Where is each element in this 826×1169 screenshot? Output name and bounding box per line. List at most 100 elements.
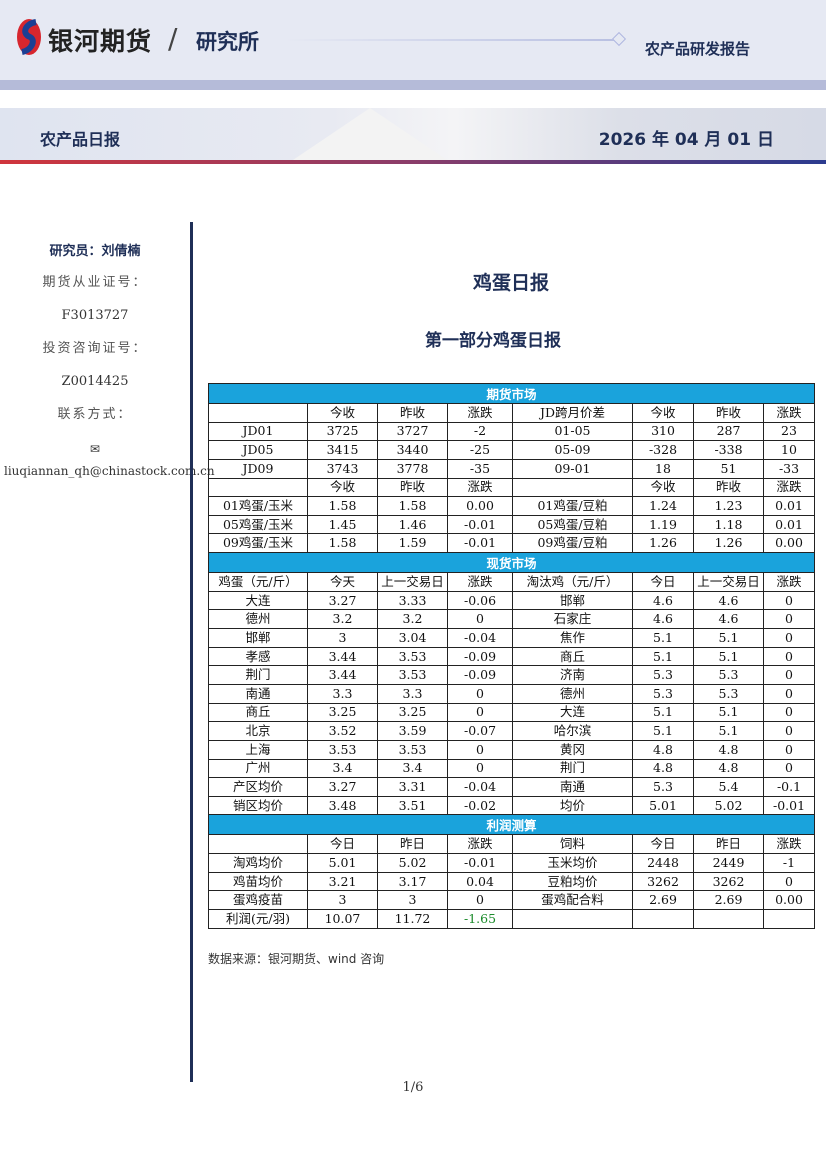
table-cell: 05鸡蛋/豆粕 [512,514,633,535]
table-cell: 0.00 [447,496,513,516]
contact-label: 联系方式： [57,407,133,422]
page-number: 1/6 [402,1080,424,1095]
table-cell: -328 [632,440,694,460]
table-cell: 01鸡蛋/豆粕 [512,496,633,516]
table-cell: 3 [377,890,448,911]
table-cell: 荆门 [512,758,633,779]
table-cell: 销区均价 [208,795,308,816]
table-cell: 10.07 [307,909,378,929]
table-row: 北京 3.52 3.59 -0.07 哈尔滨 5.1 5.1 0 [208,721,816,741]
table-row: 01鸡蛋/玉米 1.58 1.58 0.00 01鸡蛋/豆粕 1.24 1.23 0.01 [208,496,816,516]
table-cell: 0 [762,739,816,760]
table-cell: 0 [762,758,816,779]
table-cell: 1.26 [632,533,694,554]
section-title: 第一部分鸡蛋日报 [425,331,561,351]
table-cell: 利润(元/羽) [208,909,308,929]
table-cell: 5.1 [693,702,764,723]
section-header: 期货市场 [207,383,816,404]
table-cell: 上一交易日 [693,572,764,592]
table-row: 孝感 3.44 3.53 -0.09 商丘 5.1 5.1 0 [208,646,816,667]
table-cell: 5.1 [632,628,694,648]
divider-slash: / [168,22,178,55]
table-cell: 3.21 [307,871,378,892]
table-cell: 昨收 [377,403,448,423]
table-cell: 2448 [632,853,694,873]
email-link[interactable]: ✉liuqiannan_qh@chinastock.com.cn [4,442,215,478]
table-cell: -35 [447,458,513,479]
table-cell [512,909,633,929]
table-cell: 3.4 [377,758,448,779]
table-cell: -2 [447,421,513,442]
license-number: F3013727 [61,308,129,323]
table-cell: 今收 [307,477,378,498]
table-cell: 商丘 [208,702,308,723]
table-cell: 1.45 [307,514,378,535]
table-cell: 孝感 [208,646,308,667]
sidebar: 研究员：刘倩楠 期货从业证号： F3013727 投资咨询证号： Z001442… [0,240,215,482]
table-cell: JD09 [208,458,308,479]
table-cell: 淘汰鸡（元/斤） [512,572,633,592]
section-header: 利润测算 [207,814,816,836]
table-cell: 0 [447,758,513,779]
table-cell: 今日 [632,572,694,592]
table-cell: 大连 [208,590,308,611]
table-cell: 黄冈 [512,739,633,760]
table-cell: 3.3 [307,683,378,704]
table-cell: 3.25 [377,702,448,723]
table-cell: 哈尔滨 [512,721,633,741]
table-cell: 310 [632,421,694,442]
table-cell: 1.23 [693,496,764,516]
table-cell: 0 [447,609,513,630]
table-row: 产区均价 3.27 3.31 -0.04 南通 5.3 5.4 -0.1 [208,777,816,797]
table-cell: 今收 [632,477,694,498]
table-cell: 涨跌 [447,403,513,423]
table-cell: 0.04 [447,871,513,892]
table-cell: 3.52 [307,721,378,741]
table-cell: 1.19 [632,514,694,535]
data-source: 数据来源：银河期货、wind 咨询 [208,952,385,966]
table-cell: 2.69 [632,890,694,911]
table-cell: 南通 [512,777,633,797]
table-cell: 09-01 [512,458,633,479]
table-cell: 淘鸡均价 [208,853,308,873]
table-cell: 5.02 [377,853,448,873]
table-cell: 0 [447,702,513,723]
brand-name: 银河期货 [48,27,153,56]
table-cell: 3.33 [377,590,448,611]
table-cell: 3 [307,628,378,648]
table-cell: 3.27 [307,777,378,797]
diamond-icon [611,31,627,47]
table-cell: 商丘 [512,646,633,667]
title-bar-underline [0,160,826,164]
table-cell: 今日 [307,834,378,855]
table-cell: 4.8 [632,758,694,779]
table-cell: 荆门 [208,665,308,685]
table-cell: 5.1 [693,646,764,667]
table-cell: 3778 [377,458,448,479]
table-row: 鸡苗均价 3.21 3.17 0.04 豆粕均价 3262 3262 0 [208,871,816,892]
table-cell: 蛋鸡配合料 [512,890,633,911]
table-cell: 玉米均价 [512,853,633,873]
daily-label: 农产品日报 [40,130,121,149]
table-cell: 广州 [208,758,308,779]
table-cell: 均价 [512,795,633,816]
table-cell: 4.8 [693,758,764,779]
table-row: 商丘 3.25 3.25 0 大连 5.1 5.1 0 [208,702,816,723]
table-cell: 3.4 [307,758,378,779]
decor-line [285,39,615,41]
table-cell: 昨日 [377,834,448,855]
table-cell: 5.3 [632,665,694,685]
researcher: 研究员：刘倩楠 [49,244,141,259]
table-row: 利润(元/羽) 10.07 11.72 -1.65 [208,909,816,929]
table-cell: 0 [447,683,513,704]
table-cell: 5.3 [693,665,764,685]
table-cell: 5.3 [632,683,694,704]
report-type: 农产品研发报告 [645,40,751,58]
table-cell: 3.59 [377,721,448,741]
table-cell: 0.01 [762,514,816,535]
table-cell: -0.01 [447,514,513,535]
table-cell: 涨跌 [447,834,513,855]
table-cell: 今收 [632,403,694,423]
table-cell: 今日 [632,834,694,855]
table-cell: 0 [762,683,816,704]
